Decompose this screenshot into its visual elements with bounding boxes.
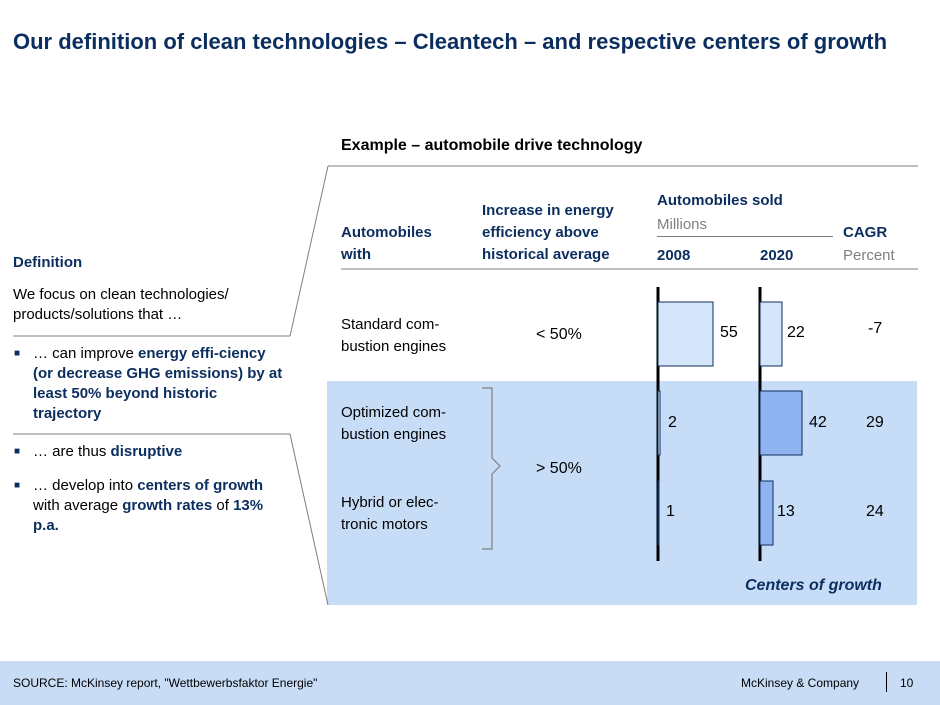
header-percent-unit: Percent <box>843 247 895 264</box>
bar-2020-0 <box>759 301 783 367</box>
data-label-2008-standard: 55 <box>720 324 738 341</box>
cagr-value-optimized: 29 <box>866 414 884 431</box>
source-note: SOURCE: McKinsey report, "Wettbewerbsfak… <box>13 676 318 690</box>
page-title: Our definition of clean technologies – C… <box>13 29 888 54</box>
data-label-2008-optimized: 2 <box>668 414 677 431</box>
header-year-2008: 2008 <box>657 247 691 264</box>
bar-2020-2 <box>759 480 774 546</box>
data-label-2020-hybrid: 13 <box>777 503 795 520</box>
row-label-standard: Standard com- bustion engines <box>341 316 447 355</box>
bar-2008-2 <box>657 480 660 546</box>
efficiency-value-group: > 50% <box>536 460 582 477</box>
row-label-optimized: Optimized com- bustion engines <box>341 404 447 443</box>
bar-2008-0 <box>657 301 714 367</box>
header-automobiles-with: Automobiles with <box>341 224 432 263</box>
efficiency-value-standard: < 50% <box>536 326 582 343</box>
header-automobiles-sold: Automobiles sold <box>657 192 783 209</box>
footer-bar <box>0 661 940 705</box>
header-millions-unit: Millions <box>657 216 708 233</box>
definition-bullet: ■ … are thus disruptive <box>14 443 183 460</box>
definition-title: Definition <box>13 254 83 271</box>
bar-2020-1 <box>759 390 803 456</box>
example-label: Example – automobile drive technology <box>341 137 643 154</box>
bullet-square-icon: ■ <box>14 348 21 359</box>
centers-of-growth-label: Centers of growth <box>745 577 882 594</box>
data-label-2020-standard: 22 <box>787 324 805 341</box>
definition-bullet: ■ … develop into centers of growth with … <box>14 477 264 534</box>
centers-of-growth-area <box>327 381 917 605</box>
bar-2008-1 <box>657 390 661 456</box>
row-label-hybrid: Hybrid or elec- tronic motors <box>341 494 439 533</box>
data-label-2008-hybrid: 1 <box>666 503 675 520</box>
header-efficiency: Increase in energy efficiency above hist… <box>482 202 614 263</box>
bullet-square-icon: ■ <box>14 480 21 491</box>
page-number: 10 <box>900 676 914 690</box>
header-year-2020: 2020 <box>760 247 794 264</box>
header-divider <box>657 236 833 237</box>
header-cagr: CAGR <box>843 224 888 241</box>
cagr-value-hybrid: 24 <box>866 503 884 520</box>
definition-bullet: ■ … can improve energy effi-ciency (or d… <box>14 345 283 422</box>
definition-intro: We focus on clean technologies/ products… <box>13 286 229 323</box>
cagr-value-standard: -7 <box>868 320 883 337</box>
bullet-square-icon: ■ <box>14 446 21 457</box>
company-name: McKinsey & Company <box>741 676 860 690</box>
data-label-2020-optimized: 42 <box>809 414 827 431</box>
footer-separator <box>886 672 887 692</box>
